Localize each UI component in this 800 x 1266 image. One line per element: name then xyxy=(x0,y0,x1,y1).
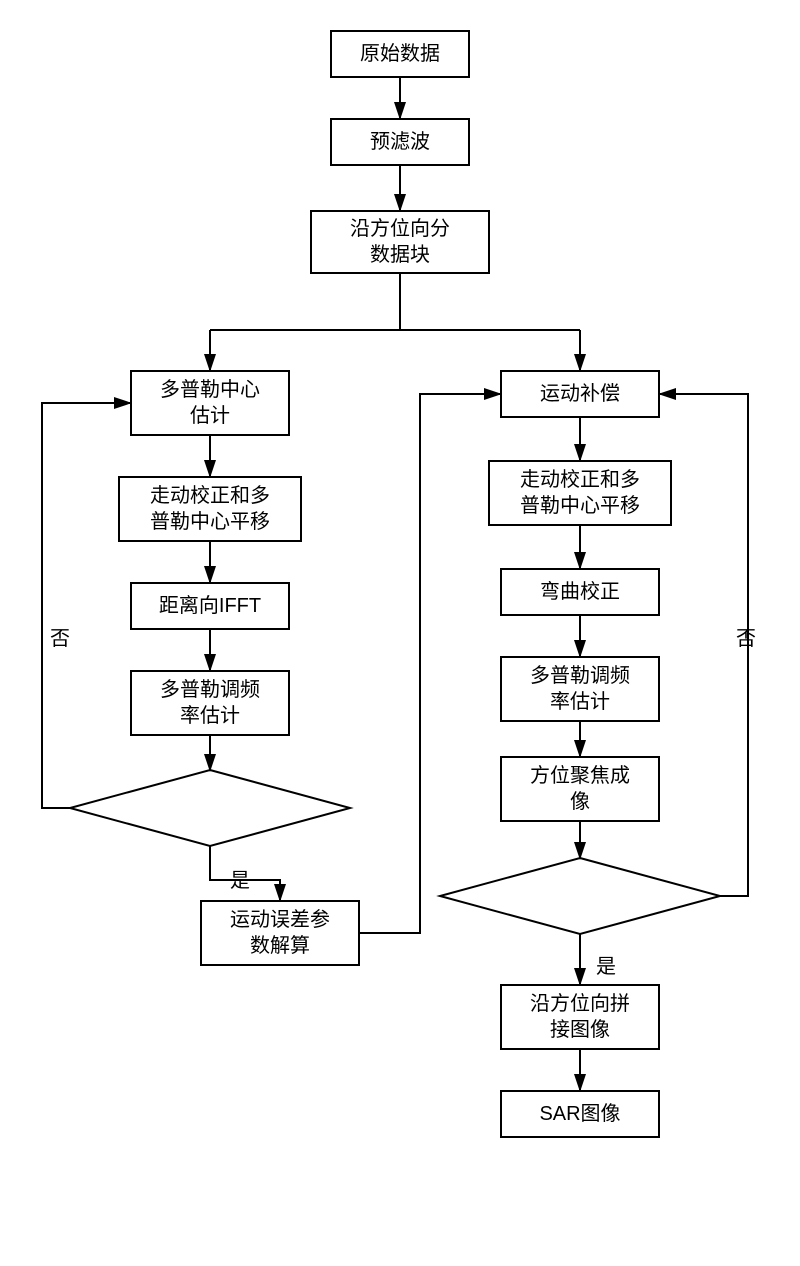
node-walk-correct-r: 走动校正和多普勒中心平移 xyxy=(488,460,672,526)
node-motion-comp: 运动补偿 xyxy=(500,370,660,418)
node-text: 运动补偿 xyxy=(540,381,620,407)
node-raw-data: 原始数据 xyxy=(330,30,470,78)
decision-left-text: 所有数据块运算完毕 xyxy=(105,797,315,826)
node-text: 距离向IFFT xyxy=(159,593,261,619)
node-text: 沿方位向拼接图像 xyxy=(530,991,630,1043)
label-no-left: 否 xyxy=(50,622,70,651)
label-yes-right: 是 xyxy=(596,950,616,979)
node-text: SAR图像 xyxy=(539,1101,620,1127)
node-prefilter: 预滤波 xyxy=(330,118,470,166)
node-text: 多普勒中心估计 xyxy=(160,377,260,429)
node-split-blocks: 沿方位向分数据块 xyxy=(310,210,490,274)
node-text: 走动校正和多普勒中心平移 xyxy=(520,467,640,519)
decision-right-text: 所有数据块运算完毕 xyxy=(475,885,685,914)
node-range-ifft: 距离向IFFT xyxy=(130,582,290,630)
node-text: 多普勒调频率估计 xyxy=(160,677,260,729)
node-sar-image: SAR图像 xyxy=(500,1090,660,1138)
node-azimuth-focus: 方位聚焦成像 xyxy=(500,756,660,822)
label-no-right: 否 xyxy=(736,622,756,651)
node-text: 原始数据 xyxy=(360,41,440,67)
node-text: 沿方位向分数据块 xyxy=(350,216,450,268)
node-doppler-rate-r: 多普勒调频率估计 xyxy=(500,656,660,722)
node-text: 预滤波 xyxy=(370,129,430,155)
node-text: 多普勒调频率估计 xyxy=(530,663,630,715)
node-doppler-center: 多普勒中心估计 xyxy=(130,370,290,436)
flowchart-arrows xyxy=(0,0,800,1266)
node-text: 走动校正和多普勒中心平移 xyxy=(150,483,270,535)
node-text: 弯曲校正 xyxy=(540,579,620,605)
node-motion-error: 运动误差参数解算 xyxy=(200,900,360,966)
node-walk-correct-l: 走动校正和多普勒中心平移 xyxy=(118,476,302,542)
node-bend-correct: 弯曲校正 xyxy=(500,568,660,616)
node-doppler-rate-l: 多普勒调频率估计 xyxy=(130,670,290,736)
node-text: 方位聚焦成像 xyxy=(530,763,630,815)
node-stitch-image: 沿方位向拼接图像 xyxy=(500,984,660,1050)
label-yes-left: 是 xyxy=(230,864,250,893)
node-text: 运动误差参数解算 xyxy=(230,907,330,959)
